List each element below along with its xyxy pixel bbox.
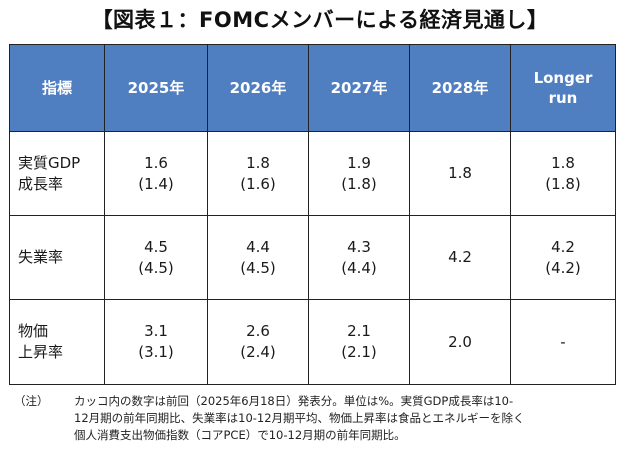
- table-cell: 3.1 (3.1): [104, 299, 208, 385]
- header-cell: 指標: [9, 44, 105, 132]
- previous-value: (4.4): [341, 258, 377, 277]
- previous-value: (2.1): [341, 343, 377, 361]
- table-cell: 1.9 (1.8): [308, 131, 410, 216]
- current-value: 4.2: [551, 237, 575, 256]
- header-2027: 2027年: [330, 79, 388, 97]
- row-label: 実質GDP 成長率: [9, 131, 105, 216]
- row-label: 物価 上昇率: [9, 299, 105, 385]
- header-2025: 2025年: [127, 79, 185, 97]
- table-cell: 2.0: [409, 299, 511, 385]
- table-row: 物価上昇率 3.1 (3.1) 2.6 (2.4) 2.1 (2.1) 2.0 -: [9, 299, 616, 385]
- footnote-body: カッコ内の数字は前回（2025年6月18日）発表分。単位は%。実質GDP成長率は…: [74, 393, 630, 444]
- table-cell: 2.1 (2.1): [308, 299, 410, 385]
- previous-value: (1.4): [138, 174, 174, 193]
- footnote-line: 12月期の前年同期比、失業率は10-12月期平均、物価上昇率は食品とエネルギーを…: [74, 411, 525, 425]
- previous-value: (4.2): [545, 258, 581, 277]
- table-cell: 4.2 (4.2): [510, 215, 616, 300]
- current-value: -: [560, 332, 566, 351]
- table-cell: 1.8: [409, 131, 511, 216]
- row-label-text: 成長率: [18, 174, 64, 193]
- current-value: 1.6: [144, 153, 168, 172]
- table-header-row: 指標 2025年 2026年 2027年 2028年 Longer run: [9, 44, 616, 132]
- header-2028: 2028年: [431, 79, 489, 97]
- current-value: 1.8: [246, 153, 270, 172]
- table-cell: 4.2: [409, 215, 511, 300]
- header-cell: 2025年: [104, 44, 208, 132]
- current-value: 4.5: [144, 237, 168, 256]
- table-cell: 1.8 (1.8): [510, 131, 616, 216]
- table-row: 失業率 4.5 (4.5) 4.4 (4.5) 4.3 (4.4) 4.2 4.2 (4.2): [9, 215, 616, 300]
- current-value: 1.9: [347, 153, 371, 172]
- header-cell: Longer run: [510, 44, 616, 132]
- header-longer-run-line: Longer: [533, 69, 593, 87]
- previous-value: (1.8): [545, 174, 581, 193]
- row-label: 失業率: [9, 215, 105, 300]
- previous-value: (4.5): [138, 258, 174, 277]
- previous-value: (2.4): [240, 343, 276, 361]
- table-cell: -: [510, 299, 616, 385]
- previous-value: (4.5): [240, 258, 276, 277]
- table-cell: 2.6 (2.4): [207, 299, 309, 385]
- footnote-line: 個人消費支出物価指数（コアPCE）で10-12月期の前年同期比。: [74, 428, 406, 442]
- current-value: 1.8: [551, 153, 575, 172]
- header-longer-run-line: run: [548, 89, 578, 107]
- header-cell: 2028年: [409, 44, 511, 132]
- header-cell: 2026年: [207, 44, 309, 132]
- header-2026: 2026年: [229, 79, 287, 97]
- table-row: 実質GDP 成長率 1.6 (1.4) 1.8 (1.6) 1.9 (1.8) 1.8 1.8 (1…: [9, 131, 616, 216]
- table-cell: 4.3 (4.4): [308, 215, 410, 300]
- header-cell: 2027年: [308, 44, 410, 132]
- previous-value: (3.1): [138, 343, 174, 361]
- table-cell: 1.8 (1.6): [207, 131, 309, 216]
- current-value: 3.1: [144, 322, 168, 340]
- current-value: 2.1: [347, 322, 371, 340]
- row-label-text: 物価: [18, 322, 49, 340]
- current-value: 2.6: [246, 322, 270, 340]
- current-value: 4.2: [448, 248, 472, 266]
- row-label-text: 実質GDP: [18, 153, 81, 172]
- page-title: 【図表１：FOMCメンバーによる経済見通し】: [91, 8, 549, 32]
- header-indicator: 指標: [41, 79, 72, 97]
- footnote-line: カッコ内の数字は前回（2025年6月18日）発表分。単位は%。実質GDP成長率は…: [74, 394, 514, 408]
- footnote-prefix: （注）: [14, 394, 49, 408]
- previous-value: (1.8): [341, 174, 377, 193]
- table-cell: 4.4 (4.5): [207, 215, 309, 300]
- table-cell: 1.6 (1.4): [104, 131, 208, 216]
- current-value: 2.0: [448, 332, 472, 351]
- row-label-text: 失業率: [18, 248, 64, 266]
- previous-value: (1.6): [240, 174, 276, 193]
- current-value: 4.3: [347, 237, 371, 256]
- row-label-text: 上昇率: [18, 343, 64, 361]
- current-value: 4.4: [246, 237, 270, 256]
- table-cell: 4.5 (4.5): [104, 215, 208, 300]
- forecast-table: 指標 2025年 2026年 2027年 2028年 Longer run 実質G…: [9, 44, 616, 385]
- current-value: 1.8: [448, 164, 472, 182]
